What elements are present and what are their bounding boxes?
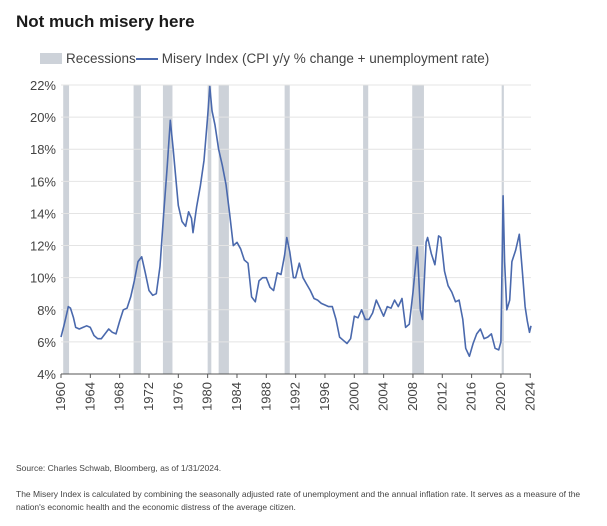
x-tick-label-2016: 2016 — [464, 382, 479, 411]
footnote: The Misery Index is calculated by combin… — [16, 489, 581, 512]
x-tick-label-1964: 1964 — [82, 382, 97, 411]
legend-swatch-misery-index — [135, 57, 158, 60]
chart-title: Not much misery here — [16, 12, 195, 31]
axes: 1960 1964 1968 1972 1976 1980 1984 1988 1992 1996… — [53, 373, 537, 411]
x-tick-label-1968: 1968 — [112, 382, 127, 411]
x-tick-label-2020: 2020 — [493, 382, 508, 411]
line-chart: 4% 6% 8% 10% 12% 14% 16% 18% 20% 22% 1960 1964 1968… — [30, 78, 537, 411]
series-line-misery-index — [60, 85, 532, 358]
recession-bands — [63, 85, 504, 374]
legend-label-misery-index: Misery Index (CPI y/y % change + unemplo… — [161, 51, 490, 66]
source-note: Source: Charles Schwab, Bloomberg, as of… — [16, 463, 222, 473]
legend: Recessions Misery Index (CPI y/y % chang… — [40, 51, 489, 66]
x-tick-label-1984: 1984 — [229, 382, 244, 411]
y-tick-label-8: 8% — [37, 303, 56, 318]
x-tick-label-1980: 1980 — [200, 382, 215, 411]
legend-item-recessions: Recessions — [40, 51, 136, 66]
gridlines: 4% 6% 8% 10% 12% 14% 16% 18% 20% 22% — [30, 78, 531, 382]
recession-band-0 — [63, 85, 70, 374]
x-tick-label-2004: 2004 — [376, 382, 391, 411]
y-tick-label-12: 12% — [30, 239, 56, 254]
y-tick-label-14: 14% — [30, 206, 56, 221]
y-tick-label-6: 6% — [37, 335, 56, 350]
recession-band-7 — [412, 85, 424, 374]
x-tick-label-1960: 1960 — [53, 382, 68, 411]
recession-band-2 — [162, 85, 173, 374]
recession-band-4 — [218, 85, 229, 374]
recession-band-5 — [284, 85, 290, 374]
y-tick-label-22: 22% — [30, 78, 56, 93]
x-tick-label-2008: 2008 — [405, 382, 420, 411]
recession-band-3 — [207, 85, 212, 374]
y-tick-label-20: 20% — [30, 110, 56, 125]
x-tick-label-2024: 2024 — [522, 382, 537, 411]
legend-swatch-recessions — [40, 53, 62, 64]
x-tick-label-1976: 1976 — [170, 382, 185, 411]
x-tick-label-1996: 1996 — [317, 382, 332, 411]
recession-band-6 — [363, 85, 369, 374]
x-tick-label-1992: 1992 — [288, 382, 303, 411]
y-tick-label-4: 4% — [37, 367, 56, 382]
y-tick-label-18: 18% — [30, 142, 56, 157]
legend-item-misery-index: Misery Index (CPI y/y % change + unemplo… — [135, 51, 490, 66]
y-tick-label-16: 16% — [30, 174, 56, 189]
recession-band-1 — [133, 85, 141, 374]
x-tick-label-2000: 2000 — [346, 382, 361, 411]
x-tick-label-1988: 1988 — [258, 382, 273, 411]
y-tick-label-10: 10% — [30, 271, 56, 286]
series-layer — [60, 85, 532, 358]
x-tick-label-2012: 2012 — [434, 382, 449, 411]
legend-label-recessions: Recessions — [66, 51, 136, 66]
x-tick-label-1972: 1972 — [141, 382, 156, 411]
